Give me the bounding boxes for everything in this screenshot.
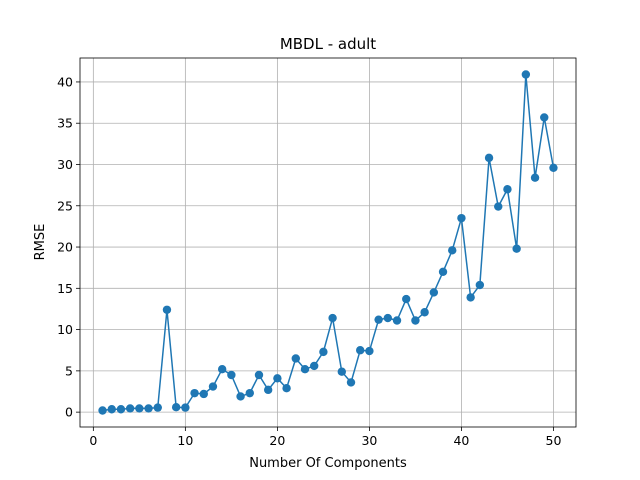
x-axis-label: Number Of Components xyxy=(249,456,407,471)
y-tick-label: 30 xyxy=(57,157,73,172)
data-point xyxy=(457,213,466,223)
data-point xyxy=(135,404,144,413)
x-tick-label: 0 xyxy=(89,433,97,448)
data-point xyxy=(98,406,107,415)
data-point xyxy=(484,153,494,163)
y-tick-label: 40 xyxy=(57,74,73,89)
data-point xyxy=(125,404,135,413)
data-point xyxy=(420,308,429,317)
y-tick-label: 5 xyxy=(65,363,73,378)
data-point xyxy=(217,365,227,374)
grid xyxy=(80,58,576,427)
data-point xyxy=(448,246,457,255)
data-point xyxy=(190,388,199,398)
data-series xyxy=(98,70,558,415)
x-tick-label: 50 xyxy=(546,433,562,448)
data-point xyxy=(227,370,236,380)
data-point xyxy=(383,313,393,323)
data-point xyxy=(521,70,531,79)
data-point xyxy=(273,374,282,383)
data-point xyxy=(530,173,540,182)
data-point xyxy=(263,385,273,395)
data-point xyxy=(346,378,356,387)
x-tick-label: 30 xyxy=(361,433,377,448)
data-point xyxy=(429,288,439,297)
data-point xyxy=(162,305,172,314)
y-tick-label: 25 xyxy=(57,198,73,213)
data-point xyxy=(475,280,485,290)
data-point xyxy=(107,405,116,414)
x-tick-label: 40 xyxy=(453,433,469,448)
data-point xyxy=(402,294,411,304)
data-point xyxy=(199,389,208,399)
axis-ticks: 0 10 20 30 40 50 0 5 10 15 20 25 30 35 40 xyxy=(57,74,561,448)
data-point xyxy=(549,163,558,172)
data-point xyxy=(319,347,328,357)
data-point xyxy=(116,405,126,414)
data-point xyxy=(365,346,374,356)
data-point xyxy=(282,384,291,393)
data-point xyxy=(245,388,254,398)
plot-frame xyxy=(79,57,577,428)
data-point xyxy=(291,354,300,363)
data-point xyxy=(438,267,448,277)
data-point xyxy=(512,244,521,253)
data-point xyxy=(300,365,310,374)
data-point xyxy=(254,370,264,380)
chart-title: MBDL - adult xyxy=(280,35,376,53)
data-point xyxy=(328,313,337,323)
data-point xyxy=(153,403,162,412)
data-point xyxy=(466,293,475,302)
data-point xyxy=(236,392,245,401)
data-point xyxy=(374,315,383,324)
data-point xyxy=(392,316,402,325)
data-point xyxy=(208,382,218,391)
y-axis-label: RMSE xyxy=(33,224,48,261)
data-point xyxy=(540,113,549,122)
y-tick-label: 15 xyxy=(57,281,73,296)
data-point xyxy=(181,403,190,412)
data-point xyxy=(309,361,319,371)
y-tick-label: 20 xyxy=(57,240,73,255)
data-point xyxy=(356,346,365,355)
data-point xyxy=(411,316,420,325)
y-tick-label: 10 xyxy=(57,322,73,337)
data-point xyxy=(337,367,347,376)
y-tick-label: 0 xyxy=(65,405,73,420)
x-tick-label: 10 xyxy=(177,433,193,448)
y-tick-label: 35 xyxy=(57,116,73,131)
data-point xyxy=(144,404,153,413)
data-point xyxy=(494,202,503,211)
data-point xyxy=(503,185,512,194)
x-tick-label: 20 xyxy=(269,433,285,448)
data-point xyxy=(171,402,181,412)
